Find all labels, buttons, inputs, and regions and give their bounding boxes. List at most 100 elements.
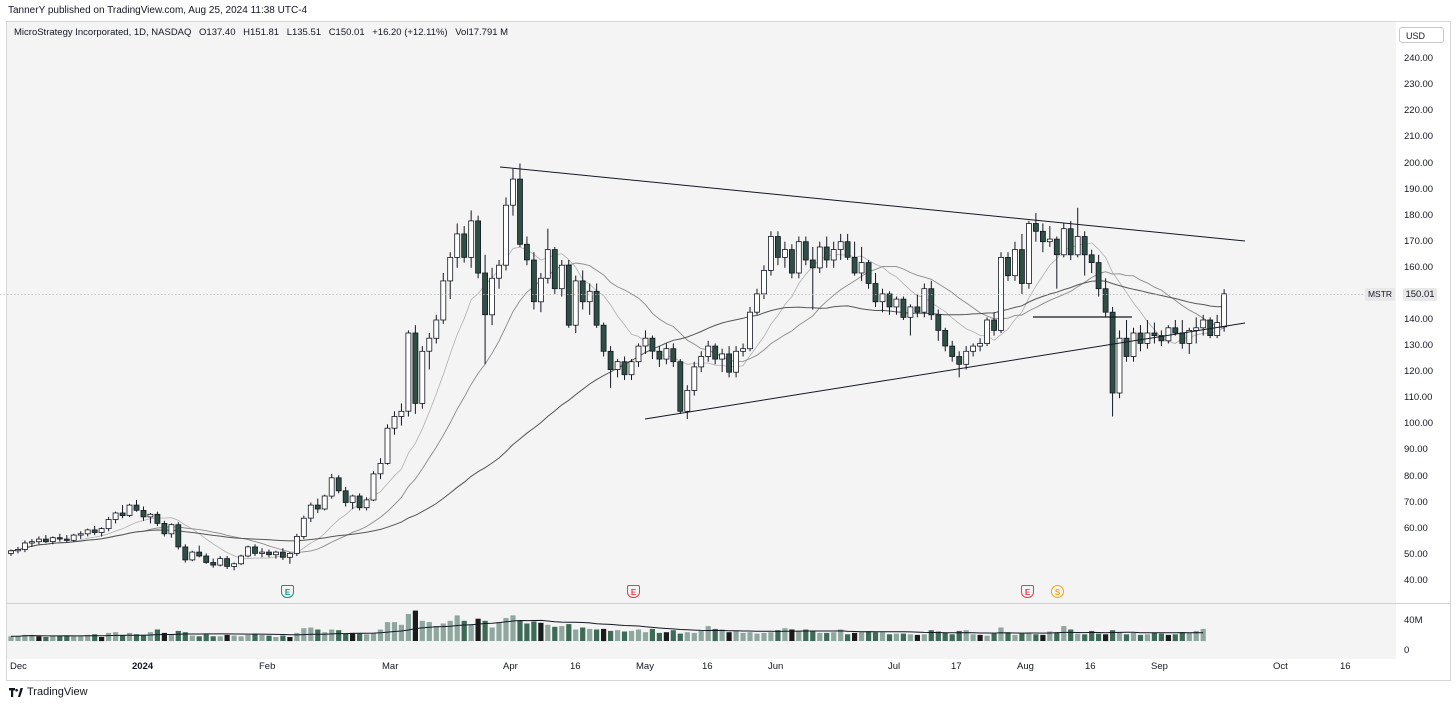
candle-body (628, 361, 635, 376)
candle-body (726, 353, 732, 373)
symbol-legend[interactable]: MicroStrategy Incorporated, 1D, NASDAQ O… (14, 27, 513, 38)
legend-open: O137.40 (199, 27, 236, 38)
volume-bar (719, 629, 725, 641)
time-tick-label: May (636, 661, 654, 672)
volume-bar (1193, 630, 1199, 641)
candle-body (663, 348, 670, 360)
candle-body (377, 462, 384, 475)
candle-body (252, 546, 258, 554)
candle-body (266, 551, 272, 556)
legend-change: +16.20 (+12.11%) (372, 27, 448, 38)
candle-body (698, 356, 705, 368)
volume-bar (768, 632, 774, 641)
price-tick-label: 110.00 (1404, 392, 1433, 404)
time-tick-label: Oct (1273, 661, 1288, 672)
candle-body (43, 538, 49, 543)
pane-divider[interactable] (7, 603, 1451, 604)
candle-body (433, 319, 440, 339)
price-tick-label: 230.00 (1404, 79, 1434, 91)
candle-body (963, 350, 970, 365)
volume-tick-label: 40M (1404, 615, 1423, 626)
symbol-price-tag: MSTR (1365, 288, 1395, 301)
price-pane[interactable] (7, 22, 1396, 603)
volume-bar (224, 634, 230, 641)
candle-body (293, 536, 300, 554)
time-tick-label: 16 (570, 661, 581, 672)
legend-close: C150.01 (328, 27, 365, 38)
volume-bar (998, 627, 1004, 641)
volume-bar (71, 636, 77, 641)
earnings-event-icon[interactable]: E (627, 585, 640, 598)
candle-body (809, 259, 816, 269)
candle-body (49, 537, 56, 543)
candle-body (314, 504, 321, 510)
ma-fast-line (10, 242, 1225, 560)
volume-bar (705, 626, 711, 641)
candle-body (468, 220, 475, 258)
volume-bar (608, 630, 614, 641)
volume-bar (1200, 628, 1206, 642)
volume-bar (1130, 632, 1137, 641)
volume-bar (489, 627, 495, 641)
candle-body (1214, 322, 1221, 337)
volume-bar (1137, 634, 1144, 641)
candle-body (942, 329, 949, 347)
volume-bar (384, 622, 391, 641)
candle-body (384, 427, 391, 464)
legend-symbol: MicroStrategy Incorporated, 1D, NASDAQ (14, 27, 192, 38)
candle-body (593, 290, 600, 326)
price-tick-label: 140.00 (1404, 314, 1434, 325)
tradingview-icon (9, 687, 23, 697)
candle-body (1033, 223, 1039, 232)
volume-bar (817, 632, 823, 641)
candle-body (907, 306, 914, 318)
volume-bar (810, 630, 816, 641)
candle-body (928, 288, 935, 316)
volume-bar (210, 636, 216, 641)
volume-bar (1158, 633, 1164, 641)
candle-body (1179, 332, 1186, 344)
candle-body (544, 249, 551, 279)
candle-body (112, 512, 119, 520)
volume-bar (615, 630, 621, 641)
volume-bar (656, 632, 662, 641)
candle-body (36, 538, 42, 543)
volume-bar (838, 629, 844, 641)
candle-body (712, 345, 719, 360)
volume-bar (231, 635, 237, 641)
candle-body (77, 533, 84, 536)
volume-bar (872, 632, 879, 641)
volume-bar (336, 630, 342, 641)
candle-body (524, 243, 530, 261)
candle-body (538, 277, 544, 303)
currency-button[interactable]: USD (1399, 27, 1444, 43)
volume-bar (57, 635, 63, 641)
candle-body (70, 534, 77, 541)
earnings-event-icon[interactable]: E (281, 585, 294, 598)
candle-body (551, 249, 558, 290)
candle-body (496, 264, 502, 279)
volume-bar (140, 634, 147, 641)
volume-bar (928, 630, 934, 641)
earnings-event-icon[interactable]: E (1021, 585, 1034, 598)
volume-bar (552, 626, 558, 641)
volume-bar (754, 633, 760, 641)
candle-body (1116, 337, 1123, 394)
candle-body (63, 538, 70, 541)
price-tick-label: 240.00 (1404, 53, 1434, 65)
volume-bar (963, 630, 969, 641)
time-tick-label: 16 (1085, 661, 1096, 672)
volume-bar (29, 634, 35, 641)
tradingview-logo[interactable]: TradingView (9, 686, 88, 698)
volume-bar (691, 632, 697, 641)
volume-bar (36, 636, 42, 641)
split-event-icon[interactable]: S (1051, 585, 1064, 598)
volume-bar (377, 629, 384, 641)
volume-bar (64, 635, 70, 641)
time-tick-label: 2024 (132, 661, 154, 672)
candle-body (837, 241, 844, 250)
volume-bar (866, 631, 872, 641)
volume-bar (78, 636, 84, 641)
volume-bar (370, 632, 377, 641)
volume-bar (294, 632, 300, 641)
